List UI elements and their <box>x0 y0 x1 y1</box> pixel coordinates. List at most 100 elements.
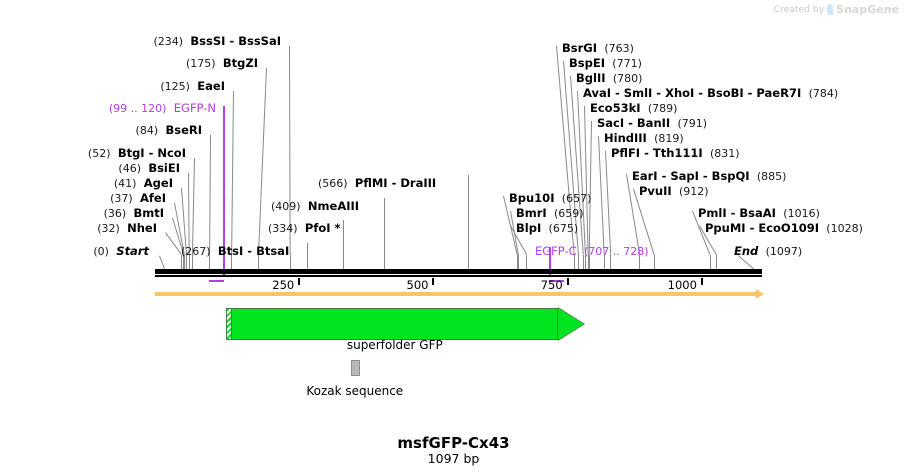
gfp-start-hatch <box>225 308 232 340</box>
site-leader-line <box>181 255 183 269</box>
site-label-bsssi[interactable]: (234) BssSI - BssSaI <box>154 35 281 48</box>
site-position: (780) <box>612 72 643 85</box>
gfp-arrow-body <box>229 308 559 340</box>
site-label-afei[interactable]: (37) AfeI <box>110 192 166 205</box>
site-leader-line <box>605 150 612 255</box>
site-leader-line <box>603 255 605 269</box>
site-label-bsiei[interactable]: (46) BsiEI <box>118 162 180 175</box>
site-label-end[interactable]: End (1097) <box>734 245 802 258</box>
site-label-saci[interactable]: SacI - BanII (791) <box>597 117 707 130</box>
site-label-bpu10i[interactable]: Bpu10I (657) <box>509 192 591 205</box>
snapgene-watermark: Created by SnapGene <box>774 3 899 16</box>
site-label-eari[interactable]: EarI - SapI - BspQI (885) <box>632 170 786 183</box>
ruler-label: 1000 <box>667 278 697 292</box>
site-leader-line <box>257 68 267 256</box>
site-leader-line <box>582 255 584 269</box>
site-label-bspei[interactable]: BspEI (771) <box>569 57 642 70</box>
site-label-start[interactable]: (0) Start <box>93 245 149 258</box>
kozak-sequence-label: Kozak sequence <box>306 384 404 398</box>
site-label-avai[interactable]: AvaI - SmlI - XhoI - BsoBI - PaeR7I (784… <box>583 87 838 100</box>
site-name: PflMI - DraIII <box>354 176 437 190</box>
site-leader-line <box>573 255 575 269</box>
site-position: (125) <box>160 80 190 93</box>
site-leader-line <box>517 255 519 269</box>
site-position: (707 .. 728) <box>583 245 649 258</box>
feature-bracket-foot <box>209 280 225 282</box>
superfolder-gfp-label: superfolder GFP <box>346 338 443 352</box>
site-leader-line <box>343 220 345 269</box>
site-leader-line <box>610 255 612 269</box>
site-position: (566) <box>318 177 348 190</box>
site-label-bsrgi[interactable]: BsrGI (763) <box>562 42 634 55</box>
site-label-agei[interactable]: (41) AgeI <box>114 177 173 190</box>
site-leader-line <box>159 255 165 269</box>
ruler-label: 250 <box>272 278 295 292</box>
site-label-ppumi[interactable]: PpuMI - EcoO109I (1028) <box>705 222 863 235</box>
site-name: BglII <box>576 71 606 85</box>
ruler-tick <box>566 278 569 285</box>
site-name: EarI - SapI - BspQI <box>632 169 750 183</box>
site-label-hindiii[interactable]: HindIII (819) <box>604 132 684 145</box>
site-name: BtgZI <box>222 56 258 70</box>
site-label-btgzi[interactable]: (175) BtgZI <box>186 57 258 70</box>
site-label-blpi[interactable]: BlpI (675) <box>516 222 578 235</box>
site-label-pvuii[interactable]: PvuII (912) <box>639 185 709 198</box>
site-label-btsi[interactable]: (267) BtsI - BtsaI <box>181 245 289 258</box>
site-label-nmeaiii[interactable]: (409) NmeAIII <box>271 200 359 213</box>
site-name: Start <box>116 244 149 258</box>
site-leader-line <box>307 243 309 269</box>
site-name: BseRI <box>165 123 202 137</box>
site-label-pflfi[interactable]: PflFI - Tth111I (831) <box>611 147 740 160</box>
site-label-eaei[interactable]: (125) EaeI <box>160 80 225 93</box>
site-position: (791) <box>677 117 708 130</box>
site-leader-line <box>587 255 589 269</box>
site-position: (819) <box>654 132 684 145</box>
site-leader-line <box>383 198 385 269</box>
site-label-eco53ki[interactable]: Eco53kI (789) <box>590 102 677 115</box>
site-position: (675) <box>548 222 579 235</box>
site-position: (84) <box>135 124 159 137</box>
site-leader-line <box>231 255 233 269</box>
site-position: (409) <box>271 200 301 213</box>
kozak-sequence-feature[interactable] <box>350 360 360 376</box>
site-label-bmri[interactable]: BmrI (659) <box>516 207 584 220</box>
site-label-egfpc[interactable]: EGFP-C (707 .. 728) <box>535 245 649 258</box>
site-leader-line <box>186 255 187 269</box>
site-position: (912) <box>678 185 709 198</box>
site-label-bmti[interactable]: (36) BmtI <box>104 207 164 220</box>
site-leader-line <box>231 91 234 256</box>
site-name: NmeAIII <box>307 199 360 213</box>
site-name: Bpu10I <box>509 191 555 205</box>
site-position: (784) <box>808 87 839 100</box>
site-label-bglii[interactable]: BglII (780) <box>576 72 642 85</box>
site-position: (763) <box>604 42 634 55</box>
site-label-btgi[interactable]: (52) BtgI - NcoI <box>88 147 186 160</box>
site-leader-line <box>709 255 711 269</box>
site-leader-line <box>289 255 291 269</box>
site-name: BspEI <box>569 56 605 70</box>
site-label-pmli[interactable]: PmlI - BsaAI (1016) <box>698 207 820 220</box>
site-label-pfoi[interactable]: (334) PfoI * <box>268 222 341 235</box>
site-name: Eco53kI <box>590 101 641 115</box>
site-name: BtgI - NcoI <box>117 146 186 160</box>
plasmid-size-label: 1097 bp <box>427 451 480 466</box>
sequence-backbone-line <box>155 269 762 274</box>
site-position: (99 .. 120) <box>108 102 167 115</box>
feature-leader-line <box>548 247 551 275</box>
site-label-egfpn[interactable]: (99 .. 120) EGFP-N <box>109 102 216 115</box>
site-label-nhei[interactable]: (32) NheI <box>97 222 157 235</box>
site-label-pflmi[interactable]: (566) PflMI - DraIII <box>318 177 436 190</box>
site-position: (831) <box>710 147 740 160</box>
ruler-tick <box>700 278 703 285</box>
site-name: AfeI <box>140 191 166 205</box>
ruler-label: 500 <box>406 278 429 292</box>
site-leader-line <box>257 255 259 269</box>
site-position: (789) <box>647 102 678 115</box>
site-name: PvuII <box>639 184 672 198</box>
site-label-bseri[interactable]: (84) BseRI <box>136 124 202 137</box>
site-position: (41) <box>113 177 137 190</box>
site-leader-line <box>653 255 655 269</box>
site-leader-line <box>188 172 190 255</box>
site-position: (885) <box>756 170 787 183</box>
